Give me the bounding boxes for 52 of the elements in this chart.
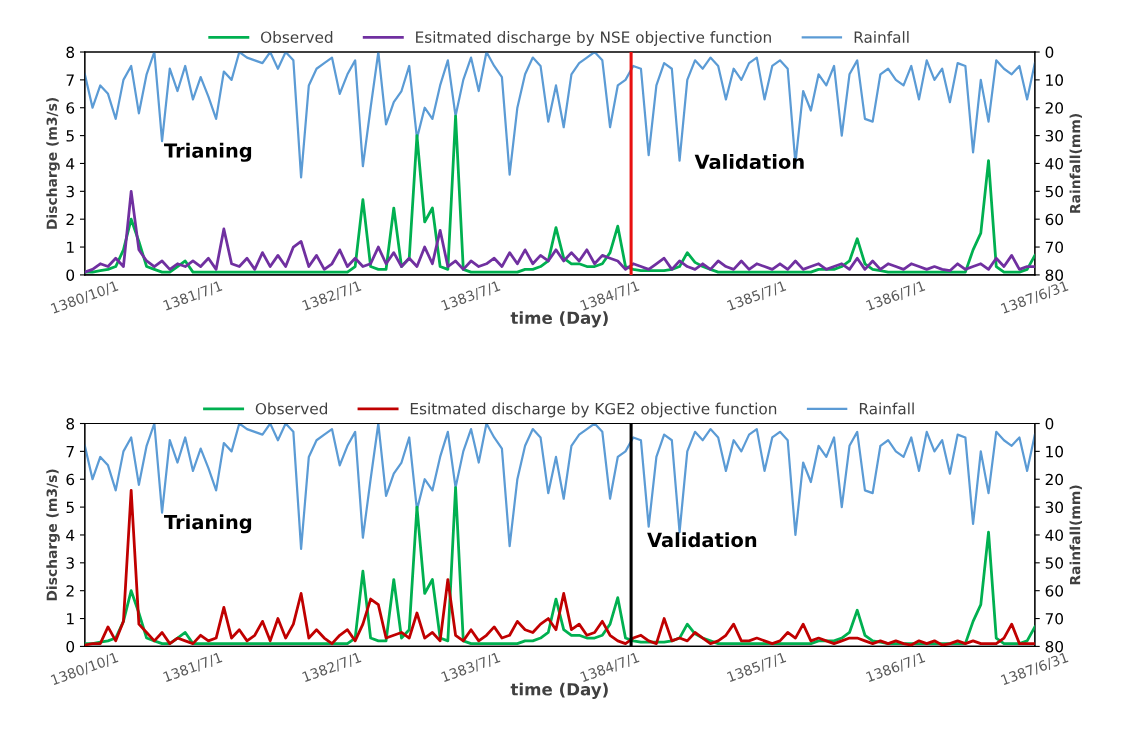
y2-tick-label: 70	[1045, 241, 1064, 254]
y-tick-label: 3	[66, 557, 74, 569]
x-axis-title: time (Day)	[510, 682, 608, 699]
y2-tick-label: 80	[1045, 269, 1064, 281]
annotation: Validation	[647, 532, 757, 548]
annotation: Trianing	[164, 514, 252, 534]
y-tick-label: 3	[66, 185, 74, 198]
y-tick-label: 4	[66, 158, 75, 170]
y2-tick-label: 70	[1045, 613, 1064, 625]
y2-axis-title: Rainfall(mm)	[1069, 485, 1082, 585]
y2-tick-label: 10	[1046, 445, 1064, 458]
legend-label: Observed	[260, 31, 333, 43]
y-tick-label: 8	[66, 417, 75, 430]
legend-label: Esitmated discharge by NSE objective function	[416, 31, 771, 46]
legend-label: Rainfall	[859, 402, 914, 415]
y2-tick-label: 20	[1045, 102, 1064, 114]
annotation: Trianing	[164, 142, 252, 162]
legend-label: Rainfall	[854, 31, 909, 43]
y-tick-label: 5	[66, 501, 74, 514]
y-tick-label: 7	[66, 74, 74, 86]
y2-tick-label: 60	[1045, 585, 1064, 597]
y2-tick-label: 30	[1045, 501, 1064, 514]
y2-tick-label: 50	[1045, 185, 1064, 198]
y-axis-title: Discharge (m3/s)	[46, 98, 60, 229]
y2-tick-label: 40	[1045, 157, 1064, 170]
y2-tick-label: 20	[1045, 473, 1064, 486]
y-tick-label: 4	[66, 529, 75, 541]
y-tick-label: 5	[66, 130, 74, 142]
legend-label: Observed	[255, 402, 328, 415]
y-tick-label: 7	[66, 446, 74, 458]
y2-tick-label: 80	[1045, 640, 1064, 653]
y-tick-label: 6	[66, 102, 75, 114]
y2-tick-label: 0	[1045, 417, 1054, 430]
legend-label: Esitmated discharge by KGE2 objective function	[410, 402, 777, 418]
y2-tick-label: 60	[1045, 213, 1064, 226]
y2-axis-title: Rainfall(mm)	[1069, 114, 1082, 213]
y2-tick-label: 40	[1045, 529, 1064, 541]
y-tick-label: 2	[66, 213, 74, 225]
y2-tick-label: 10	[1046, 74, 1064, 86]
y-tick-label: 1	[67, 241, 74, 253]
x-axis-title: time (Day)	[510, 311, 608, 328]
y-tick-label: 0	[66, 640, 75, 653]
y-tick-label: 1	[67, 613, 74, 625]
y2-tick-label: 0	[1045, 46, 1054, 59]
annotation: Validation	[694, 154, 804, 170]
y-tick-label: 2	[66, 585, 74, 597]
y-tick-label: 8	[66, 46, 75, 59]
y2-tick-label: 50	[1045, 557, 1064, 569]
y-tick-label: 6	[66, 473, 75, 486]
y-tick-label: 0	[66, 269, 75, 281]
y-axis-title: Discharge (m3/s)	[46, 469, 60, 601]
y2-tick-label: 30	[1045, 130, 1064, 142]
